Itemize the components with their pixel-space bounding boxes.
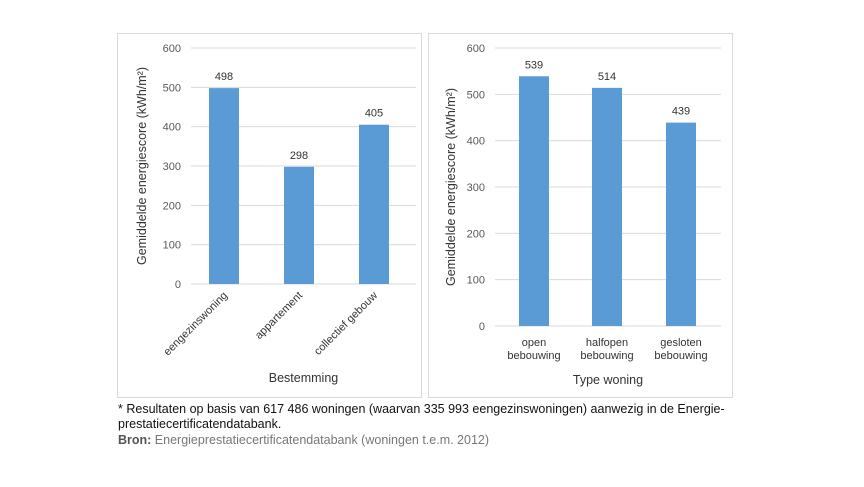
- data-label: 498: [215, 71, 233, 83]
- data-label: 405: [365, 108, 383, 120]
- x-tick-label: bebouwing: [580, 350, 633, 362]
- x-tick-label: eengezinswoning: [162, 290, 231, 359]
- y-tick-label: 200: [163, 200, 181, 212]
- y-tick-label: 600: [163, 43, 181, 55]
- bar: [592, 87, 622, 326]
- source-text: Energieprestatiecertificatendatabank (wo…: [151, 433, 490, 447]
- data-label: 514: [598, 71, 616, 83]
- x-tick-label: open: [522, 337, 546, 349]
- y-tick-label: 100: [467, 275, 485, 287]
- y-tick-label: 0: [175, 279, 181, 291]
- x-axis-title: Bestemming: [269, 371, 339, 385]
- bar: [519, 76, 549, 326]
- x-tick-label: halfopen: [586, 337, 628, 349]
- y-axis-title: Gemiddelde energiescore (kWh/m²): [135, 67, 149, 265]
- y-tick-label: 300: [467, 182, 485, 194]
- chart-type-woning: 0 100 200 300 400 500 600 539 open bebouwing 514 ha…: [428, 33, 733, 398]
- data-label: 298: [290, 150, 308, 162]
- y-tick-label: 200: [467, 228, 485, 240]
- y-tick-label: 0: [479, 321, 485, 333]
- x-tick-label: bebouwing: [654, 350, 707, 362]
- y-tick-label: 400: [467, 136, 485, 148]
- footnote: * Resultaten op basis van 617 486 woning…: [118, 402, 725, 431]
- x-axis-title: Type woning: [573, 373, 643, 387]
- x-tick-label: collectief gebouw: [312, 290, 380, 358]
- source: Bron: Energieprestatiecertificatendataba…: [118, 433, 489, 447]
- y-tick-label: 500: [467, 89, 485, 101]
- data-label: 539: [525, 59, 543, 71]
- source-label: Bron:: [118, 433, 152, 447]
- chart-bestemming: 0 100 200 300 400 500 600 498 eengezinswoning 298…: [117, 33, 422, 398]
- y-axis-title: Gemiddelde energiescore (kWh/m²): [444, 88, 458, 286]
- y-tick-label: 400: [163, 122, 181, 134]
- x-tick-label: appartement: [253, 290, 305, 342]
- y-tick-label: 100: [163, 240, 181, 252]
- y-tick-label: 300: [163, 161, 181, 173]
- data-label: 439: [672, 106, 690, 118]
- bar: [209, 88, 239, 284]
- y-tick-label: 500: [163, 82, 181, 94]
- bar: [284, 166, 314, 284]
- x-tick-label: bebouwing: [507, 350, 560, 362]
- y-tick-label: 600: [467, 43, 485, 55]
- x-tick-label: gesloten: [660, 337, 702, 349]
- bar: [666, 122, 696, 326]
- bar: [359, 124, 389, 284]
